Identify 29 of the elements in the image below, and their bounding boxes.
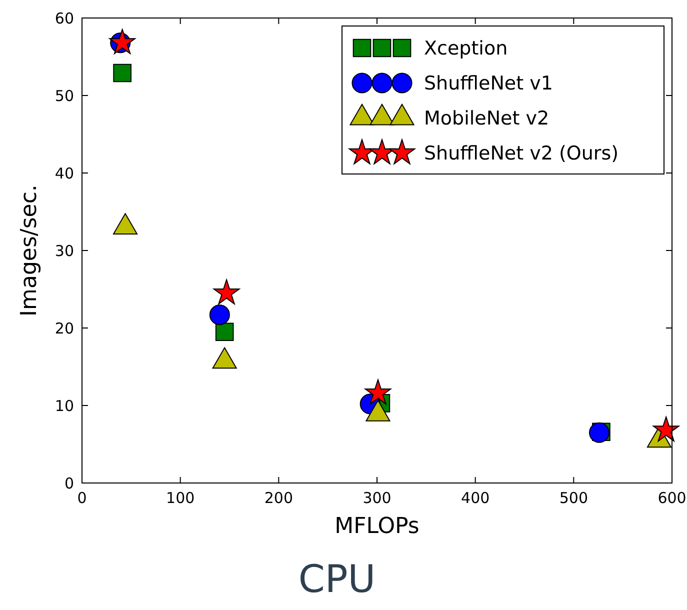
x-tick-label: 500	[559, 489, 588, 507]
y-tick-label: 60	[54, 9, 74, 28]
y-tick-label: 10	[54, 396, 74, 415]
point	[113, 64, 132, 82]
x-tick-label: 300	[362, 489, 392, 507]
y-tick-label: 40	[54, 164, 74, 182]
point	[209, 304, 230, 326]
point	[652, 416, 680, 442]
x-tick-label: 200	[264, 489, 293, 507]
x-tick-label: 0	[77, 489, 87, 507]
point	[588, 422, 610, 443]
text: CPU	[298, 557, 376, 601]
x-tick-label: 100	[166, 489, 195, 507]
y-tick-label: 30	[54, 242, 74, 260]
legend-label: MobileNet v2	[424, 108, 550, 130]
y-axis-title: Images/sec.	[17, 184, 42, 316]
x-tick-label: 600	[658, 489, 686, 507]
point	[364, 379, 392, 404]
point	[213, 279, 240, 304]
x-tick-label: 400	[461, 489, 490, 507]
y-tick-label: 20	[54, 319, 74, 338]
legend-label: ShuffleNet v1	[424, 72, 553, 95]
point	[109, 28, 136, 54]
legend-label: ShuffleNet v2 (Ours)	[424, 142, 618, 165]
y-tick-label: 0	[64, 474, 74, 492]
legend-label: Xception	[424, 38, 508, 60]
y-tick-label: 50	[54, 86, 74, 105]
point	[215, 322, 234, 342]
x-axis-title: MFLOPs	[334, 514, 420, 539]
